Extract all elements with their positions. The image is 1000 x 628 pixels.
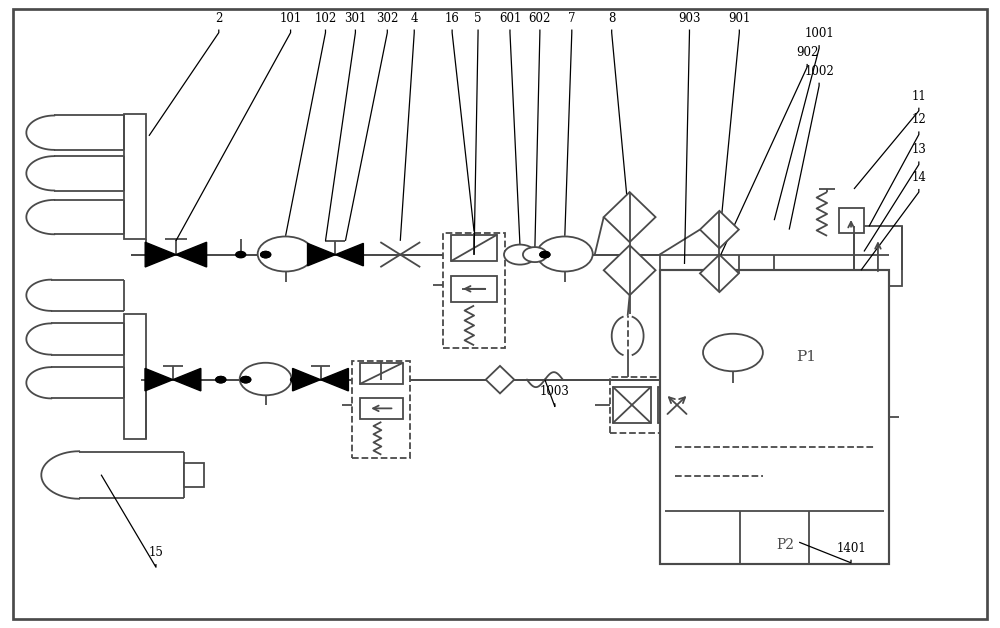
Circle shape [540,251,550,257]
Bar [451,276,497,302]
Text: 902: 902 [796,46,818,59]
Circle shape [258,237,314,271]
Circle shape [537,237,593,271]
Circle shape [703,333,763,371]
Text: 1002: 1002 [804,65,834,78]
Text: 602: 602 [529,11,551,24]
Circle shape [236,251,246,257]
Text: 8: 8 [608,11,615,24]
Circle shape [523,247,547,262]
Bar [352,361,410,458]
Text: 101: 101 [279,11,302,24]
Text: 903: 903 [678,11,701,24]
Bar [451,235,497,261]
Circle shape [241,377,251,383]
Text: 601: 601 [499,11,521,24]
Polygon shape [486,366,514,393]
Polygon shape [700,254,739,292]
Bar [360,363,403,384]
Polygon shape [700,211,739,248]
Text: 16: 16 [445,11,460,24]
Circle shape [261,251,271,257]
Text: 4: 4 [410,11,418,24]
Text: P1: P1 [796,350,816,364]
Polygon shape [145,242,176,267]
Bar [839,208,864,233]
Bar [854,227,902,286]
Text: 302: 302 [376,11,399,24]
Text: P2: P2 [777,538,795,551]
Polygon shape [320,369,348,391]
Circle shape [540,251,550,257]
Polygon shape [145,369,173,391]
Text: 12: 12 [911,114,926,126]
Polygon shape [173,369,201,391]
Text: 102: 102 [314,11,337,24]
Bar [184,463,204,487]
Bar [124,114,146,239]
Circle shape [504,244,536,264]
Circle shape [291,377,301,383]
Bar [360,398,403,419]
Bar [610,377,744,433]
Polygon shape [176,242,207,267]
Text: 5: 5 [474,11,482,24]
Text: 1001: 1001 [804,27,834,40]
Text: 14: 14 [911,171,926,184]
Text: 13: 13 [911,143,926,156]
Bar [658,387,696,423]
Text: 15: 15 [149,546,163,559]
Polygon shape [335,243,363,266]
Text: 2: 2 [215,11,222,24]
Text: 301: 301 [344,11,367,24]
Polygon shape [293,369,320,391]
Text: 7: 7 [568,11,576,24]
Text: 1401: 1401 [836,542,866,555]
Bar [443,233,505,349]
Text: 1003: 1003 [540,386,570,398]
Bar [660,270,889,564]
Circle shape [216,377,226,383]
Circle shape [261,251,271,257]
Circle shape [240,363,292,395]
Text: 901: 901 [728,11,751,24]
Polygon shape [308,243,335,266]
Circle shape [241,377,251,383]
Bar [703,387,741,423]
Circle shape [216,377,226,383]
Polygon shape [604,192,656,242]
Text: 11: 11 [911,90,926,102]
Polygon shape [604,245,656,295]
Bar [613,387,651,423]
Bar [124,314,146,439]
